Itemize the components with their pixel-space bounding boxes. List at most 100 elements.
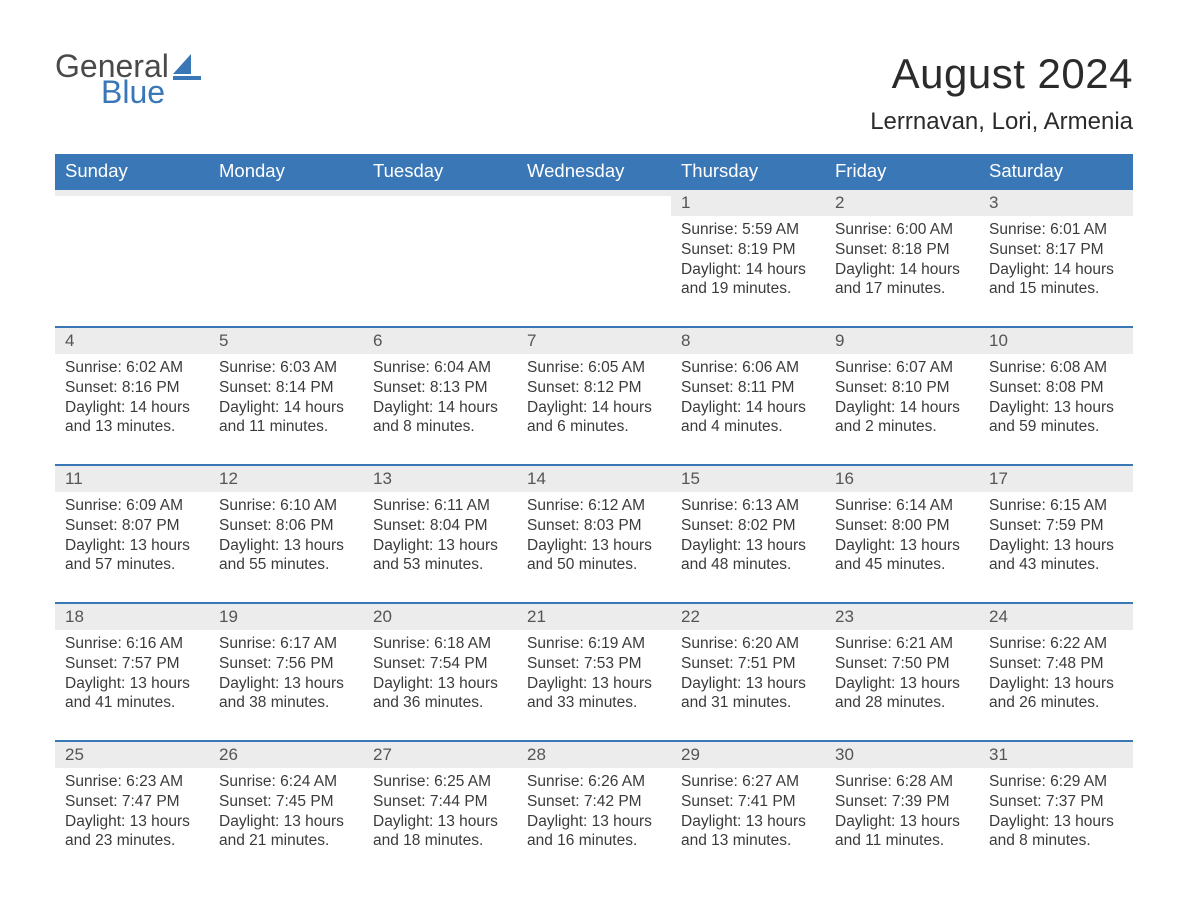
calendar-cell: 10Sunrise: 6:08 AMSunset: 8:08 PMDayligh… [979, 326, 1133, 464]
day-number-row: 11 [55, 464, 209, 492]
calendar-cell: 19Sunrise: 6:17 AMSunset: 7:56 PMDayligh… [209, 602, 363, 740]
sunset-line: Sunset: 8:13 PM [373, 378, 507, 398]
sunrise-line: Sunrise: 6:29 AM [989, 772, 1123, 792]
day-number: 6 [363, 328, 517, 354]
calendar-body: 1Sunrise: 5:59 AMSunset: 8:19 PMDaylight… [55, 188, 1133, 878]
sunrise-line: Sunrise: 6:11 AM [373, 496, 507, 516]
daylight-line: Daylight: 14 hours and 4 minutes. [681, 398, 815, 438]
daylight-line: Daylight: 14 hours and 15 minutes. [989, 260, 1123, 300]
day-number-row: 25 [55, 740, 209, 768]
sunset-line: Sunset: 7:57 PM [65, 654, 199, 674]
calendar-cell: 22Sunrise: 6:20 AMSunset: 7:51 PMDayligh… [671, 602, 825, 740]
calendar-cell: 2Sunrise: 6:00 AMSunset: 8:18 PMDaylight… [825, 188, 979, 326]
daylight-line: Daylight: 13 hours and 26 minutes. [989, 674, 1123, 714]
calendar-header: SundayMondayTuesdayWednesdayThursdayFrid… [55, 154, 1133, 188]
sunrise-line: Sunrise: 6:20 AM [681, 634, 815, 654]
daylight-line: Daylight: 13 hours and 43 minutes. [989, 536, 1123, 576]
day-content: Sunrise: 6:13 AMSunset: 8:02 PMDaylight:… [671, 492, 825, 577]
daylight-line: Daylight: 14 hours and 13 minutes. [65, 398, 199, 438]
day-number: 4 [55, 328, 209, 354]
day-number: 27 [363, 742, 517, 768]
day-number: 20 [363, 604, 517, 630]
day-number-row: 5 [209, 326, 363, 354]
calendar-cell: 25Sunrise: 6:23 AMSunset: 7:47 PMDayligh… [55, 740, 209, 878]
day-number: 18 [55, 604, 209, 630]
sunrise-line: Sunrise: 6:25 AM [373, 772, 507, 792]
day-number-row: 19 [209, 602, 363, 630]
day-number-row: 14 [517, 464, 671, 492]
calendar-cell: 9Sunrise: 6:07 AMSunset: 8:10 PMDaylight… [825, 326, 979, 464]
day-number-row: 2 [825, 188, 979, 216]
day-number-row: 18 [55, 602, 209, 630]
sunrise-line: Sunrise: 6:16 AM [65, 634, 199, 654]
sunrise-line: Sunrise: 6:23 AM [65, 772, 199, 792]
calendar-cell: 17Sunrise: 6:15 AMSunset: 7:59 PMDayligh… [979, 464, 1133, 602]
sunset-line: Sunset: 7:59 PM [989, 516, 1123, 536]
day-content: Sunrise: 6:28 AMSunset: 7:39 PMDaylight:… [825, 768, 979, 853]
calendar-cell [209, 188, 363, 326]
daylight-line: Daylight: 13 hours and 57 minutes. [65, 536, 199, 576]
day-content: Sunrise: 6:01 AMSunset: 8:17 PMDaylight:… [979, 216, 1133, 301]
day-content: Sunrise: 6:12 AMSunset: 8:03 PMDaylight:… [517, 492, 671, 577]
day-number: 2 [825, 190, 979, 216]
sunset-line: Sunset: 8:08 PM [989, 378, 1123, 398]
sunrise-line: Sunrise: 6:02 AM [65, 358, 199, 378]
day-number: 31 [979, 742, 1133, 768]
weekday-header: Friday [825, 154, 979, 188]
calendar-cell: 3Sunrise: 6:01 AMSunset: 8:17 PMDaylight… [979, 188, 1133, 326]
daylight-line: Daylight: 13 hours and 11 minutes. [835, 812, 969, 852]
day-content: Sunrise: 5:59 AMSunset: 8:19 PMDaylight:… [671, 216, 825, 301]
day-content: Sunrise: 6:15 AMSunset: 7:59 PMDaylight:… [979, 492, 1133, 577]
day-content: Sunrise: 6:08 AMSunset: 8:08 PMDaylight:… [979, 354, 1133, 439]
daylight-line: Daylight: 13 hours and 13 minutes. [681, 812, 815, 852]
day-content: Sunrise: 6:11 AMSunset: 8:04 PMDaylight:… [363, 492, 517, 577]
calendar-cell: 27Sunrise: 6:25 AMSunset: 7:44 PMDayligh… [363, 740, 517, 878]
day-content: Sunrise: 6:09 AMSunset: 8:07 PMDaylight:… [55, 492, 209, 577]
day-number: 25 [55, 742, 209, 768]
calendar-cell: 20Sunrise: 6:18 AMSunset: 7:54 PMDayligh… [363, 602, 517, 740]
calendar-cell: 30Sunrise: 6:28 AMSunset: 7:39 PMDayligh… [825, 740, 979, 878]
day-number: 5 [209, 328, 363, 354]
location: Lerrnavan, Lori, Armenia [870, 108, 1133, 136]
day-number-row [517, 188, 671, 196]
day-number: 19 [209, 604, 363, 630]
day-number: 8 [671, 328, 825, 354]
daylight-line: Daylight: 13 hours and 18 minutes. [373, 812, 507, 852]
calendar-cell [55, 188, 209, 326]
sunset-line: Sunset: 7:48 PM [989, 654, 1123, 674]
sunset-line: Sunset: 8:12 PM [527, 378, 661, 398]
sunset-line: Sunset: 7:56 PM [219, 654, 353, 674]
sunrise-line: Sunrise: 6:04 AM [373, 358, 507, 378]
sunset-line: Sunset: 7:41 PM [681, 792, 815, 812]
day-number-row: 24 [979, 602, 1133, 630]
weekday-header: Wednesday [517, 154, 671, 188]
sunset-line: Sunset: 8:11 PM [681, 378, 815, 398]
sunrise-line: Sunrise: 6:12 AM [527, 496, 661, 516]
daylight-line: Daylight: 13 hours and 38 minutes. [219, 674, 353, 714]
sunset-line: Sunset: 8:17 PM [989, 240, 1123, 260]
daylight-line: Daylight: 13 hours and 8 minutes. [989, 812, 1123, 852]
day-number-row: 13 [363, 464, 517, 492]
month-title: August 2024 [870, 50, 1133, 98]
day-number: 16 [825, 466, 979, 492]
sunset-line: Sunset: 8:03 PM [527, 516, 661, 536]
sunrise-line: Sunrise: 6:18 AM [373, 634, 507, 654]
day-number: 21 [517, 604, 671, 630]
day-number: 22 [671, 604, 825, 630]
day-content: Sunrise: 6:16 AMSunset: 7:57 PMDaylight:… [55, 630, 209, 715]
sunrise-line: Sunrise: 6:07 AM [835, 358, 969, 378]
sunrise-line: Sunrise: 6:19 AM [527, 634, 661, 654]
day-content: Sunrise: 6:27 AMSunset: 7:41 PMDaylight:… [671, 768, 825, 853]
day-content: Sunrise: 6:06 AMSunset: 8:11 PMDaylight:… [671, 354, 825, 439]
day-number: 30 [825, 742, 979, 768]
day-content: Sunrise: 6:00 AMSunset: 8:18 PMDaylight:… [825, 216, 979, 301]
day-number: 24 [979, 604, 1133, 630]
daylight-line: Daylight: 14 hours and 8 minutes. [373, 398, 507, 438]
sunset-line: Sunset: 7:37 PM [989, 792, 1123, 812]
calendar-cell: 21Sunrise: 6:19 AMSunset: 7:53 PMDayligh… [517, 602, 671, 740]
day-number-row: 8 [671, 326, 825, 354]
day-number-row: 27 [363, 740, 517, 768]
sunset-line: Sunset: 7:42 PM [527, 792, 661, 812]
day-number-row: 20 [363, 602, 517, 630]
calendar-cell: 16Sunrise: 6:14 AMSunset: 8:00 PMDayligh… [825, 464, 979, 602]
